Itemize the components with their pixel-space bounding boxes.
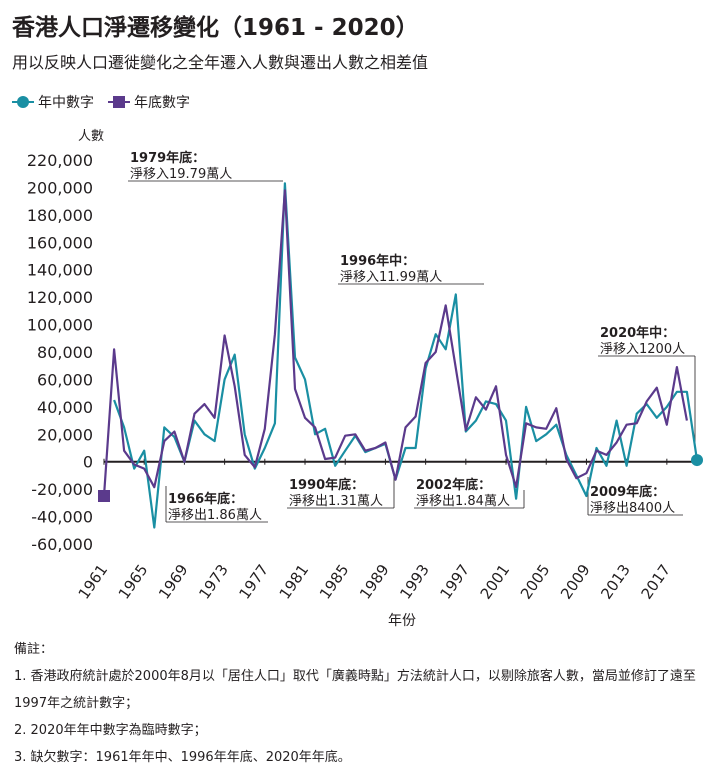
notes-heading: 備註： bbox=[14, 642, 54, 657]
annotation-title: 1966年底： bbox=[168, 491, 243, 507]
annotation-title: 1996年中： bbox=[340, 253, 415, 269]
chart-subtitle: 用以反映人口遷徙變化之全年遷入人數與遷出人數之相差值 bbox=[12, 53, 429, 72]
y-axis-label: 人數 bbox=[78, 129, 104, 144]
y-tick-label: 120,000 bbox=[27, 288, 93, 307]
x-tick-label: 2009 bbox=[557, 561, 594, 603]
y-tick-label: 60,000 bbox=[37, 370, 93, 389]
x-tick-label: 2013 bbox=[597, 561, 634, 603]
annotation-text: 淨移入19.79萬人 bbox=[130, 167, 232, 182]
note-3: 3. 缺欠數字：1961年年中、1996年年底、2020年年底。 bbox=[14, 750, 351, 765]
x-tick-label: 1961 bbox=[75, 561, 112, 603]
y-tick-label: -60,000 bbox=[31, 535, 93, 554]
y-tick-label: 20,000 bbox=[37, 425, 93, 444]
x-tick-label: 1973 bbox=[195, 561, 232, 603]
x-axis-label: 年份 bbox=[388, 613, 416, 629]
legend-item-yearend: 年底數字 bbox=[108, 92, 190, 112]
y-tick-label: 140,000 bbox=[27, 261, 93, 280]
y-tick-label: -40,000 bbox=[31, 508, 93, 527]
y-tick-label: 80,000 bbox=[37, 343, 93, 362]
annotation-text: 淨移出8400人 bbox=[590, 501, 675, 516]
notes: 備註： 1. 香港政府統計處於2000年8月以「居住人口」取代「廣義時點」方法統… bbox=[14, 636, 714, 771]
legend-label-yearend: 年底數字 bbox=[134, 95, 190, 111]
x-tick-label: 1993 bbox=[396, 561, 433, 603]
x-tick-label: 1989 bbox=[356, 561, 393, 603]
series-yearend-line bbox=[102, 189, 688, 497]
x-tick-label: 2017 bbox=[637, 561, 674, 603]
x-tick-label: 1985 bbox=[316, 561, 353, 603]
y-tick-label: -20,000 bbox=[31, 480, 93, 499]
note-2: 2. 2020年年中數字為臨時數字； bbox=[14, 723, 207, 738]
annotation-text: 淨移出1.31萬人 bbox=[289, 494, 383, 509]
legend: 年中數字 年底數字 bbox=[12, 92, 204, 112]
annotation-text: 淨移入11.99萬人 bbox=[340, 270, 442, 285]
x-tick-label: 1997 bbox=[436, 561, 473, 603]
annotation-text: 淨移入1200人 bbox=[600, 342, 685, 357]
x-tick-label: 1981 bbox=[276, 561, 313, 603]
x-tick-label: 1977 bbox=[235, 561, 272, 603]
annotation-title: 2020年中： bbox=[600, 325, 675, 341]
legend-swatch-midyear bbox=[12, 96, 34, 108]
annotation-title: 1979年底： bbox=[130, 150, 205, 166]
legend-label-midyear: 年中數字 bbox=[38, 95, 94, 111]
point-yearend-1961 bbox=[98, 490, 110, 502]
y-tick-label: 100,000 bbox=[27, 316, 93, 335]
x-tick-label: 2005 bbox=[517, 561, 554, 603]
series-midyear-line bbox=[113, 182, 699, 529]
y-tick-label: 200,000 bbox=[27, 178, 93, 197]
y-tick-label: 220,000 bbox=[27, 151, 93, 170]
y-tick-label: 160,000 bbox=[27, 233, 93, 252]
x-tick-label: 1965 bbox=[115, 561, 152, 603]
annotation-text: 淨移出1.84萬人 bbox=[416, 494, 510, 509]
annotation-title: 2002年底： bbox=[416, 477, 491, 493]
note-1: 1. 香港政府統計處於2000年8月以「居住人口」取代「廣義時點」方法統計人口，… bbox=[14, 669, 696, 711]
chart-title: 香港人口淨遷移變化（1961 - 2020） bbox=[12, 15, 419, 41]
x-tick-label: 2001 bbox=[477, 561, 514, 603]
annotation-text: 淨移出1.86萬人 bbox=[168, 508, 262, 523]
annotation-title: 2009年底： bbox=[590, 484, 665, 500]
point-midyear-2020 bbox=[691, 454, 703, 467]
legend-swatch-yearend bbox=[108, 96, 130, 108]
line-chart: 人數 -60,000 -40,000 -20,000 0 20,000 40,000 60,0… bbox=[27, 129, 703, 629]
y-tick-label: 0 bbox=[83, 453, 93, 472]
y-tick-label: 40,000 bbox=[37, 398, 93, 417]
y-tick-label: 180,000 bbox=[27, 206, 93, 225]
x-tick-label: 1969 bbox=[155, 561, 192, 603]
annotation-title: 1990年底： bbox=[289, 477, 364, 493]
legend-item-midyear: 年中數字 bbox=[12, 92, 94, 112]
